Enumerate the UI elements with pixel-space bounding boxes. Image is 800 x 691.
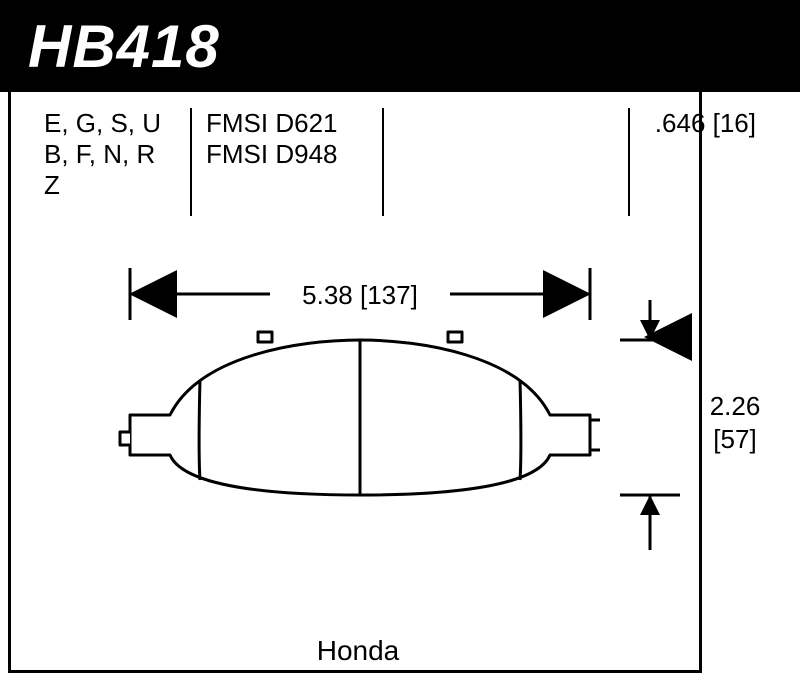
thickness-column: .646 [16] <box>630 108 770 216</box>
diagram-area: 5.38 [137] 2.26 [57] <box>0 260 800 640</box>
width-inches: 5.38 <box>302 280 353 310</box>
fmsi-column: FMSI D621 FMSI D948 <box>192 108 382 216</box>
height-inches: 2.26 <box>710 391 761 421</box>
fmsi-line: FMSI D621 <box>206 108 368 139</box>
height-mm: 57 <box>721 424 750 454</box>
spec-columns: E, G, S, U B, F, N, R Z FMSI D621 FMSI D… <box>30 108 770 216</box>
brake-pad-shape <box>120 332 600 495</box>
brand-label: Honda <box>8 635 708 667</box>
spacer-column <box>384 108 628 216</box>
fmsi-line: FMSI D948 <box>206 139 368 170</box>
compound-codes-line: Z <box>44 170 176 201</box>
part-number: HB418 <box>28 12 220 81</box>
height-dimension-label: 2.26 [57] <box>690 390 780 455</box>
width-dimension-label: 5.38 [137] <box>270 280 450 311</box>
diagram-svg <box>0 260 800 640</box>
header-bar: HB418 <box>0 0 800 92</box>
width-mm: 137 <box>367 280 410 310</box>
compound-codes-column: E, G, S, U B, F, N, R Z <box>30 108 190 216</box>
compound-codes-line: E, G, S, U <box>44 108 176 139</box>
height-dimension <box>620 300 682 550</box>
thickness-value: .646 [16] <box>644 108 756 139</box>
compound-codes-line: B, F, N, R <box>44 139 176 170</box>
